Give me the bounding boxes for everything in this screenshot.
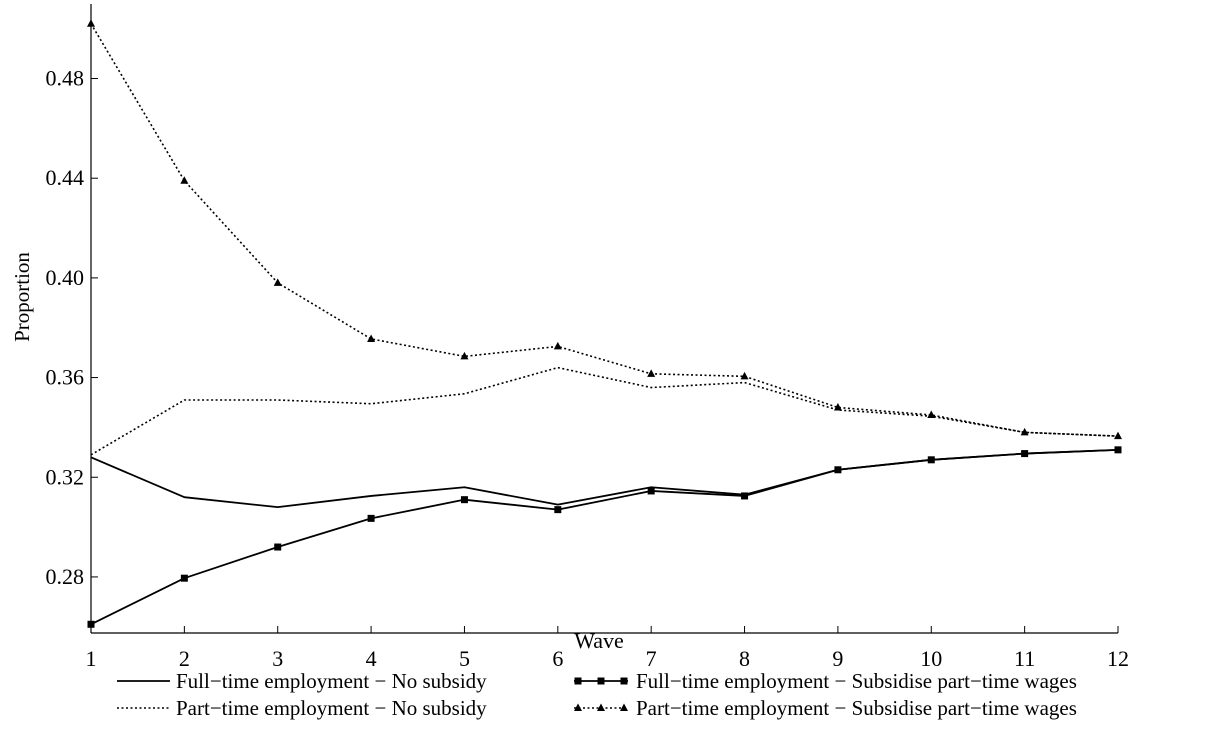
x-tick-label: 3: [272, 646, 283, 671]
legend-label: Part−time employment − No subsidy: [176, 696, 487, 720]
legend-swatch-marker: [620, 677, 628, 685]
data-point-series-3: [834, 466, 842, 474]
y-tick-label: 0.44: [46, 165, 85, 190]
legend-swatch-marker: [574, 703, 582, 711]
data-point-series-3: [180, 574, 188, 582]
data-point-series-3: [274, 543, 282, 551]
x-tick-label: 10: [920, 646, 942, 671]
data-point-series-4: [927, 410, 936, 418]
x-tick-label: 7: [646, 646, 657, 671]
x-tick-label: 2: [179, 646, 190, 671]
data-point-series-3: [554, 506, 562, 514]
axes: 1 2 3 4 5 6 7 8 9 10 11 120.280.320.360.400.440.48: [46, 4, 1129, 671]
series-line-3: [90, 448, 1119, 626]
legend-swatch-marker: [574, 677, 582, 685]
legend-label: Full−time employment − No subsidy: [176, 669, 487, 693]
x-tick-label: 5: [459, 646, 470, 671]
data-point-series-4: [87, 19, 95, 27]
legend-entry-1: Full−time employment − No subsidy: [117, 669, 487, 693]
series-line-4: [90, 23, 1119, 437]
data-point-series-3: [927, 456, 935, 464]
data-point-series-3: [647, 487, 655, 495]
data-point-series-3: [460, 496, 468, 504]
x-axis-label: Wave: [574, 628, 624, 653]
markers-layer: [87, 19, 1122, 628]
legend-entry-4: Part−time employment − Subsidise part−ti…: [574, 696, 1077, 720]
x-tick-label: 1: [86, 646, 97, 671]
data-point-series-3: [367, 514, 375, 522]
y-tick-label: 0.40: [46, 265, 85, 290]
data-point-series-3: [741, 492, 749, 500]
x-tick-label: 8: [739, 646, 750, 671]
data-point-series-4: [553, 341, 562, 350]
x-tick-label: 9: [832, 646, 843, 671]
x-tick-label: 11: [1014, 646, 1035, 671]
legend-swatch-marker: [597, 703, 605, 711]
series-line-2: [90, 366, 1119, 456]
legend-entry-3: Full−time employment − Subsidise part−ti…: [574, 669, 1077, 693]
data-point-series-4: [1114, 431, 1122, 440]
data-point-series-3: [1114, 446, 1122, 454]
x-tick-label: 6: [552, 646, 563, 671]
y-axis-label: Proportion: [10, 252, 34, 342]
legend-label: Part−time employment − Subsidise part−ti…: [636, 696, 1077, 720]
series-layer: [90, 23, 1119, 626]
data-point-series-4: [180, 176, 189, 184]
y-tick-label: 0.28: [46, 564, 85, 589]
data-point-series-3: [87, 620, 95, 628]
y-tick-label: 0.32: [46, 464, 85, 489]
legend-swatch-marker: [620, 703, 628, 711]
y-tick-label: 0.48: [46, 66, 85, 91]
legend-entry-2: Part−time employment − No subsidy: [117, 696, 487, 720]
data-point-series-3: [1021, 450, 1029, 458]
x-tick-label: 4: [366, 646, 377, 671]
x-tick-label: 12: [1107, 646, 1129, 671]
data-point-series-4: [1020, 427, 1029, 436]
data-point-series-4: [460, 351, 469, 360]
data-point-series-4: [367, 334, 376, 342]
legend: Full−time employment − No subsidy Full−ti…: [117, 669, 1077, 720]
data-point-series-4: [740, 371, 749, 380]
legend-swatch-marker: [597, 677, 605, 685]
y-tick-label: 0.36: [46, 365, 85, 390]
data-point-series-4: [273, 278, 282, 286]
legend-label: Full−time employment − Subsidise part−ti…: [636, 669, 1077, 693]
data-point-series-4: [833, 402, 842, 411]
data-point-series-4: [647, 369, 656, 377]
